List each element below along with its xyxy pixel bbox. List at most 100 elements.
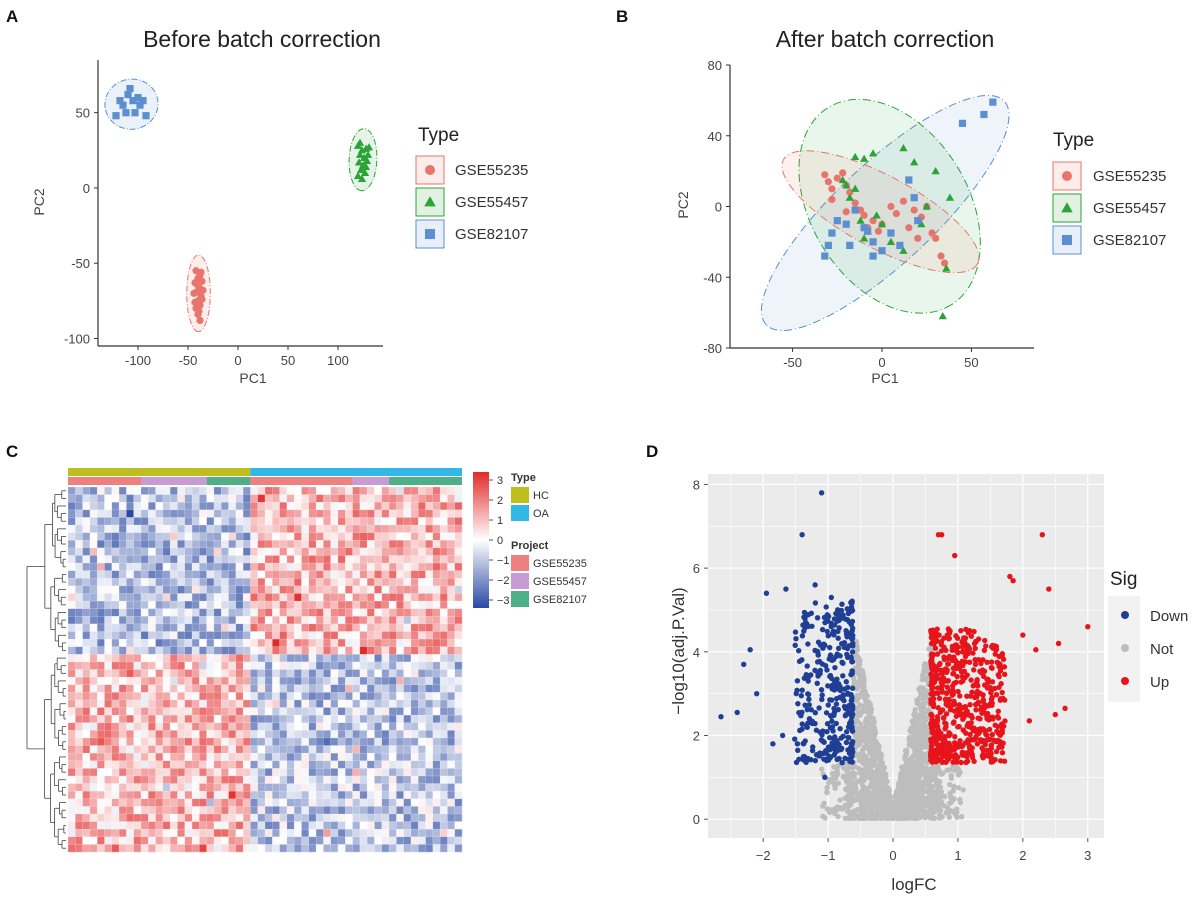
heatmap-cell: [352, 654, 361, 663]
data-point: [887, 229, 895, 237]
heatmap-cell: [111, 775, 120, 784]
heatmap-cell: [418, 699, 426, 708]
heatmap-cell: [235, 540, 244, 549]
data-point: [883, 784, 890, 790]
heatmap-cell: [206, 563, 215, 571]
heatmap-cell: [221, 646, 229, 655]
heatmap-cell: [265, 692, 273, 701]
heatmap-cell: [221, 585, 229, 594]
heatmap-cell: [243, 677, 251, 685]
heatmap-cell: [257, 563, 266, 571]
heatmap-cell: [440, 525, 448, 533]
heatmap-cell: [213, 783, 222, 792]
heatmap-cell: [374, 509, 382, 518]
heatmap-cell: [374, 677, 382, 685]
heatmap-cell: [140, 540, 149, 549]
heatmap-cell: [206, 722, 215, 731]
heatmap-cell: [432, 631, 441, 640]
heatmap-cell: [162, 829, 171, 837]
heatmap-cell: [162, 631, 171, 640]
legend-key: [1052, 193, 1082, 223]
heatmap-cell: [418, 669, 426, 678]
heatmap-cell: [192, 836, 200, 845]
heatmap-cell: [294, 631, 302, 640]
heatmap-cell: [389, 608, 397, 617]
heatmap-cell: [381, 692, 390, 701]
heatmap-cell: [381, 646, 390, 655]
heatmap-cell: [330, 654, 339, 663]
heatmap-cell: [352, 783, 361, 792]
heatmap-cell: [432, 509, 441, 518]
heatmap-cell: [213, 585, 222, 594]
heatmap-cell: [192, 601, 200, 609]
heatmap-cell: [425, 555, 434, 564]
heatmap-cell: [192, 661, 200, 670]
heatmap-cell: [440, 715, 448, 723]
heatmap-cell: [192, 798, 200, 807]
data-point: [850, 809, 856, 815]
heatmap-cell: [104, 601, 112, 609]
heatmap-cell: [337, 730, 346, 739]
heatmap-cell: [308, 745, 317, 754]
heatmap-cell: [396, 806, 404, 815]
heatmap-cell: [272, 844, 280, 853]
heatmap-cell: [104, 631, 112, 640]
heatmap-cell: [447, 639, 455, 647]
heatmap-cell: [133, 745, 142, 754]
data-point: [933, 771, 939, 778]
heatmap-cell: [104, 532, 112, 541]
heatmap-cell: [213, 791, 222, 799]
heatmap-cell: [104, 608, 112, 617]
heatmap-cell: [316, 608, 324, 617]
data-point: [856, 693, 862, 700]
heatmap-cell: [323, 578, 331, 587]
data-point: [920, 668, 927, 675]
heatmap-cell: [374, 775, 382, 784]
heatmap-cell: [184, 715, 193, 723]
heatmap-cell: [440, 555, 448, 564]
heatmap-cell: [170, 669, 178, 678]
heatmap-cell: [257, 692, 266, 701]
heatmap-cell: [454, 639, 463, 647]
data-point: [353, 171, 363, 180]
heatmap-cell: [126, 783, 134, 792]
heatmap-cell: [294, 578, 302, 587]
heatmap-cell: [432, 593, 441, 602]
heatmap-cell: [410, 745, 419, 754]
heatmap-cell: [192, 715, 200, 723]
data-point: [119, 101, 127, 109]
heatmap-cell: [82, 775, 91, 784]
heatmap-cell: [192, 646, 200, 655]
heatmap-cell: [425, 639, 434, 647]
heatmap-cell: [330, 661, 339, 670]
data-point: [920, 732, 926, 738]
heatmap-cell: [133, 517, 142, 526]
heatmap-cell: [389, 525, 397, 533]
legend-item: GSE55235: [455, 162, 528, 179]
heatmap-cell: [235, 760, 244, 769]
heatmap-cell: [104, 791, 112, 799]
heatmap-cell: [235, 737, 244, 746]
heatmap-cell: [301, 616, 309, 625]
heatmap-cell: [162, 646, 171, 655]
heatmap-cell: [228, 585, 237, 594]
heatmap-cell: [148, 798, 156, 807]
heatmap-cell: [140, 555, 149, 564]
heatmap-cell: [104, 555, 112, 564]
data-point: [852, 797, 858, 803]
heatmap-cell: [221, 692, 229, 701]
heatmap-cell: [89, 722, 98, 731]
heatmap-cell: [250, 532, 258, 541]
heatmap-cell: [330, 608, 339, 617]
heatmap-cell: [148, 783, 156, 792]
x-tick-label: -100: [125, 353, 151, 368]
heatmap-cell: [235, 798, 244, 807]
heatmap-cell: [170, 578, 178, 587]
heatmap-cell: [206, 813, 215, 822]
heatmap-cell: [257, 722, 266, 731]
heatmap-cell: [432, 768, 441, 777]
heatmap-cell: [250, 783, 258, 792]
data-point: [354, 158, 364, 166]
heatmap-cell: [235, 791, 244, 799]
heatmap-cell: [111, 722, 120, 731]
